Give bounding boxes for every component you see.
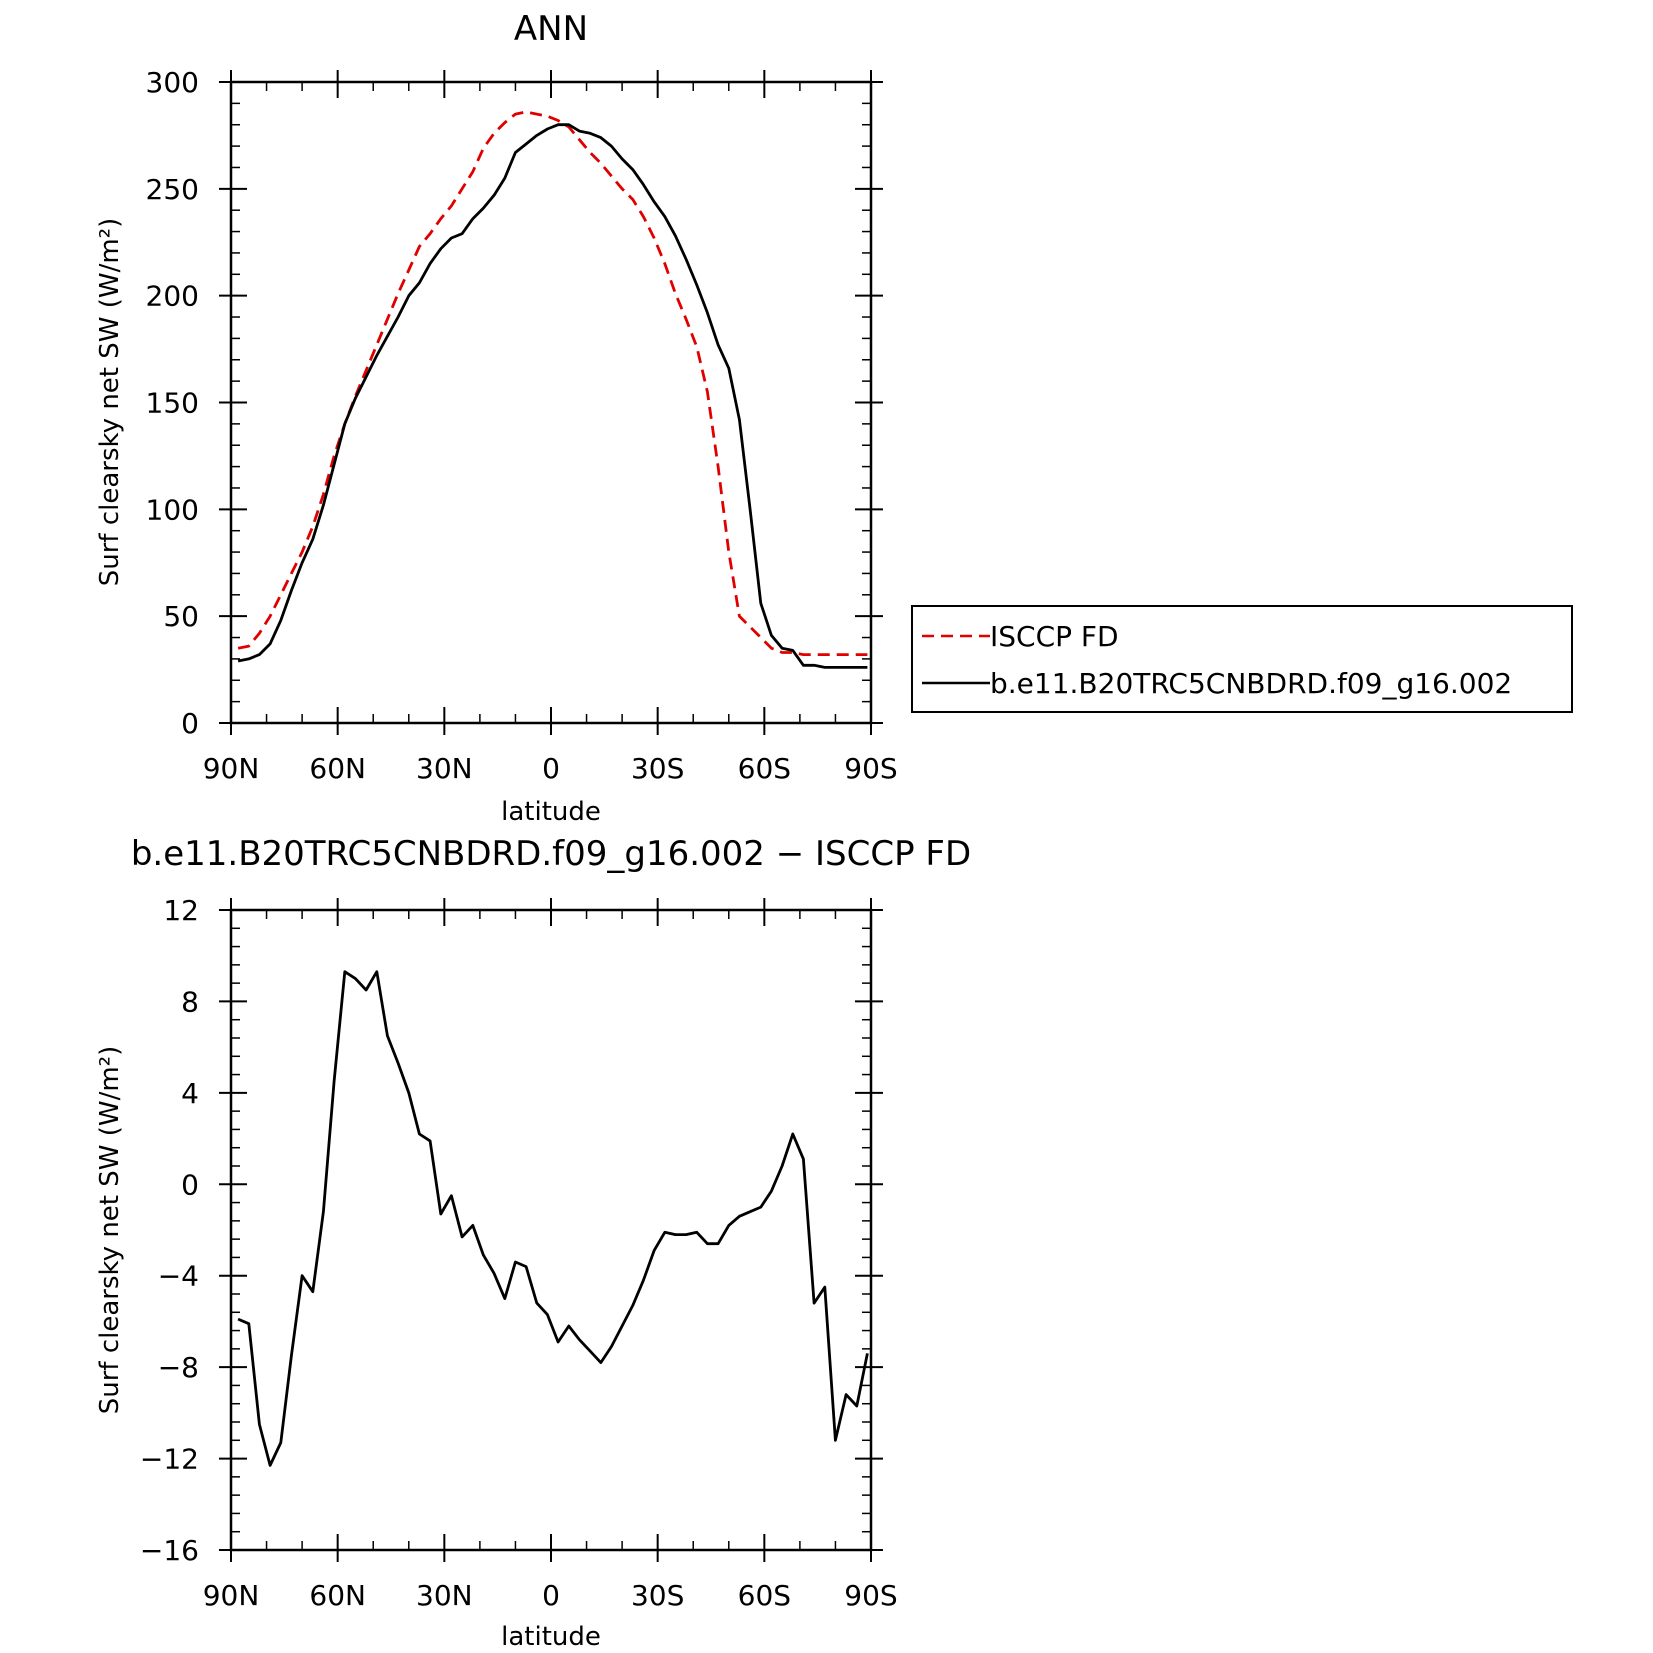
- series-line-isccp-fd: [237, 110, 868, 656]
- bottom-x-tick-labels: 90N 60N 30N 0 30S 60S 90S: [203, 1579, 898, 1612]
- legend-label-model: b.e11.B20TRC5CNBDRD.f09_g16.002: [990, 667, 1512, 700]
- bottom-y-tick-labels: −16 −12 −8 −4 0 4 8 12: [140, 894, 199, 1567]
- bottom-plot-frame: [229, 908, 873, 1552]
- legend: ISCCP FD b.e11.B20TRC5CNBDRD.f09_g16.002: [911, 605, 1573, 713]
- x-tick-label: 90S: [844, 1579, 897, 1612]
- y-tick-label: 150: [146, 387, 199, 420]
- bottom-x-axis-label: latitude: [501, 1622, 601, 1652]
- bottom-tick-marks: [219, 898, 883, 1562]
- y-tick-label: 12: [163, 894, 199, 927]
- y-tick-label: 8: [181, 985, 199, 1018]
- x-tick-label: 90N: [203, 1579, 260, 1612]
- top-y-tick-labels: 0 50 100 150 200 250 300: [146, 66, 199, 740]
- x-tick-label: 30N: [416, 1579, 473, 1612]
- top-y-axis-label: Surf clearsky net SW (W/m²): [95, 218, 125, 586]
- x-tick-label: 90N: [203, 752, 260, 785]
- y-tick-label: 50: [163, 600, 199, 633]
- x-tick-label: 90S: [844, 752, 897, 785]
- legend-box: [911, 605, 1573, 713]
- y-tick-label: 200: [146, 280, 199, 313]
- x-tick-label: 30N: [416, 752, 473, 785]
- top-x-tick-labels: 90N 60N 30N 0 30S 60S 90S: [203, 752, 898, 785]
- bottom-chart-title: b.e11.B20TRC5CNBDRD.f09_g16.002 − ISCCP …: [131, 834, 971, 874]
- y-tick-label: 300: [146, 66, 199, 99]
- y-tick-label: 4: [181, 1077, 199, 1110]
- bottom-y-axis-label: Surf clearsky net SW (W/m²): [95, 1046, 125, 1414]
- x-tick-label: 0: [542, 752, 560, 785]
- y-tick-label: 100: [146, 493, 199, 526]
- top-x-axis-label: latitude: [501, 797, 601, 827]
- x-tick-label: 0: [542, 1579, 560, 1612]
- y-tick-label: 0: [181, 707, 199, 740]
- top-chart-title: ANN: [514, 9, 588, 49]
- bottom-series-lines: [237, 970, 869, 1467]
- x-tick-label: 60S: [738, 752, 791, 785]
- top-plot-frame: [229, 80, 873, 725]
- x-tick-label: 30S: [631, 1579, 684, 1612]
- y-tick-label: −16: [140, 1534, 199, 1567]
- top-tick-marks: [219, 70, 883, 735]
- y-tick-label: −4: [158, 1260, 199, 1293]
- y-tick-label: 250: [146, 173, 199, 206]
- x-tick-label: 30S: [631, 752, 684, 785]
- x-tick-label: 60N: [309, 752, 366, 785]
- y-tick-label: −12: [140, 1443, 199, 1476]
- top-series-lines: [237, 110, 868, 669]
- y-tick-label: 0: [181, 1168, 199, 1201]
- x-tick-label: 60S: [738, 1579, 791, 1612]
- legend-label-isccp: ISCCP FD: [990, 620, 1119, 653]
- bottom-chart: b.e11.B20TRC5CNBDRD.f09_g16.002 − ISCCP …: [95, 834, 971, 1652]
- y-tick-label: −8: [158, 1351, 199, 1384]
- series-line-model: [237, 123, 868, 669]
- series-line-difference: [237, 970, 869, 1467]
- x-tick-label: 60N: [309, 1579, 366, 1612]
